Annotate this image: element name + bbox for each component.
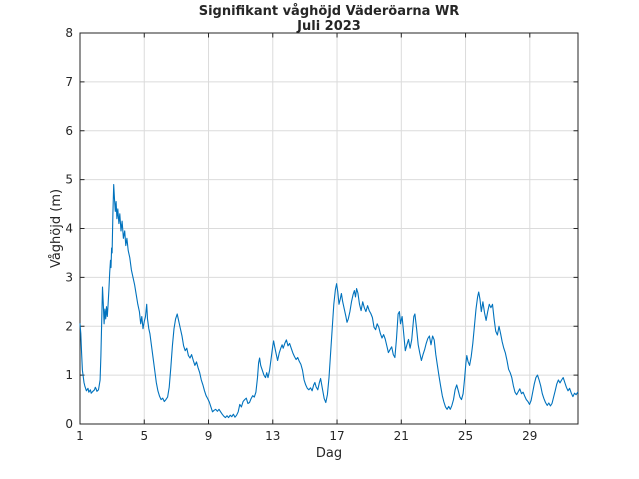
x-tick-label: 29 xyxy=(522,429,537,443)
chart-title: Signifikant våghöjd Väderöarna WR xyxy=(199,4,460,19)
grid-lines xyxy=(79,32,578,425)
chart-subtitle: Juli 2023 xyxy=(296,19,361,34)
x-tick-labels: 1 5 9 13 17 21 25 29 xyxy=(76,429,537,443)
x-tick-label: 25 xyxy=(458,429,473,443)
y-tick-label: 2 xyxy=(65,319,73,333)
y-tick-label: 3 xyxy=(65,270,73,284)
x-tick-label: 17 xyxy=(329,429,344,443)
x-tick-label: 1 xyxy=(76,429,84,443)
y-tick-label: 6 xyxy=(65,124,73,138)
x-tick-label: 13 xyxy=(265,429,280,443)
wave-height-line xyxy=(79,183,579,419)
y-tick-label: 7 xyxy=(65,75,73,89)
axis-ticks xyxy=(79,32,578,425)
x-tick-label: 5 xyxy=(140,429,148,443)
y-tick-label: 5 xyxy=(65,173,73,187)
y-tick-labels: 0 1 2 3 4 5 6 7 8 xyxy=(65,26,73,431)
y-axis-label: Våghöjd (m) xyxy=(49,189,64,268)
y-tick-label: 8 xyxy=(65,26,73,40)
x-tick-label: 9 xyxy=(205,429,213,443)
x-tick-label: 21 xyxy=(394,429,409,443)
y-tick-label: 4 xyxy=(65,222,73,236)
y-tick-label: 1 xyxy=(65,368,73,382)
x-axis-label: Dag xyxy=(316,446,342,461)
y-tick-label: 0 xyxy=(65,417,73,431)
